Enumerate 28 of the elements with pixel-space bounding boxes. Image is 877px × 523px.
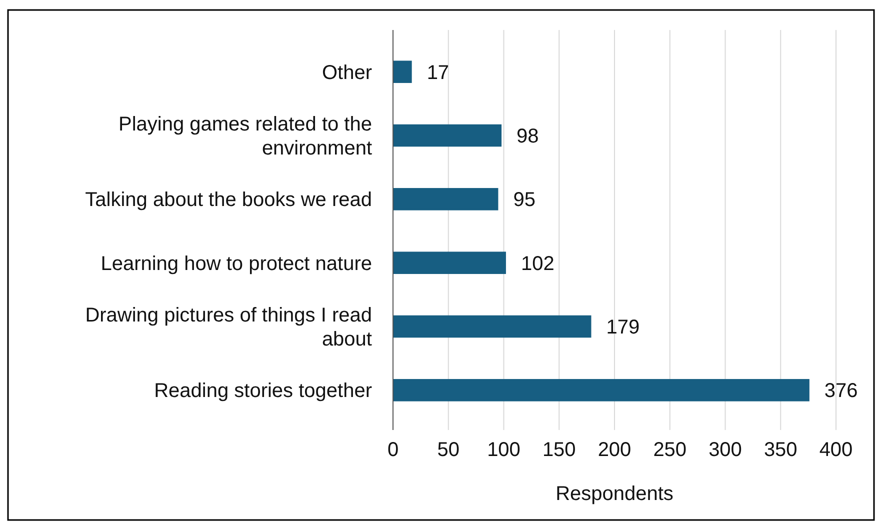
x-tick-label: 400 xyxy=(819,439,853,462)
data-label: 95 xyxy=(513,189,536,212)
x-tick-label: 200 xyxy=(598,439,632,462)
bar xyxy=(393,252,506,274)
bar xyxy=(393,315,592,338)
data-label: 98 xyxy=(516,126,539,148)
x-tick-label: 50 xyxy=(437,439,460,462)
y-tick-label: Reading stories together xyxy=(154,380,372,402)
x-tick-label: 300 xyxy=(708,439,742,462)
x-tick-label: 250 xyxy=(653,439,687,462)
y-tick-label: Other xyxy=(322,62,372,84)
x-tick-label: 150 xyxy=(542,439,576,462)
data-label: 17 xyxy=(426,62,450,84)
bar xyxy=(393,379,810,402)
x-tick-label: 100 xyxy=(487,439,520,462)
data-label: 376 xyxy=(824,380,858,402)
x-tick-label: 350 xyxy=(764,439,798,462)
y-tick-label: Talking about the books we read xyxy=(85,189,372,212)
bar xyxy=(393,188,498,210)
y-tick-label: Drawing pictures of things I read about xyxy=(85,304,372,350)
y-tick-label: Playing games related to the environment xyxy=(118,114,372,160)
data-label: 102 xyxy=(520,252,554,275)
bar xyxy=(393,124,502,147)
bar xyxy=(393,60,412,83)
y-tick-label: Learning how to protect nature xyxy=(100,252,372,275)
x-axis-title: Respondents xyxy=(556,483,674,505)
x-tick-label: 0 xyxy=(387,439,399,462)
data-label: 179 xyxy=(606,316,640,338)
